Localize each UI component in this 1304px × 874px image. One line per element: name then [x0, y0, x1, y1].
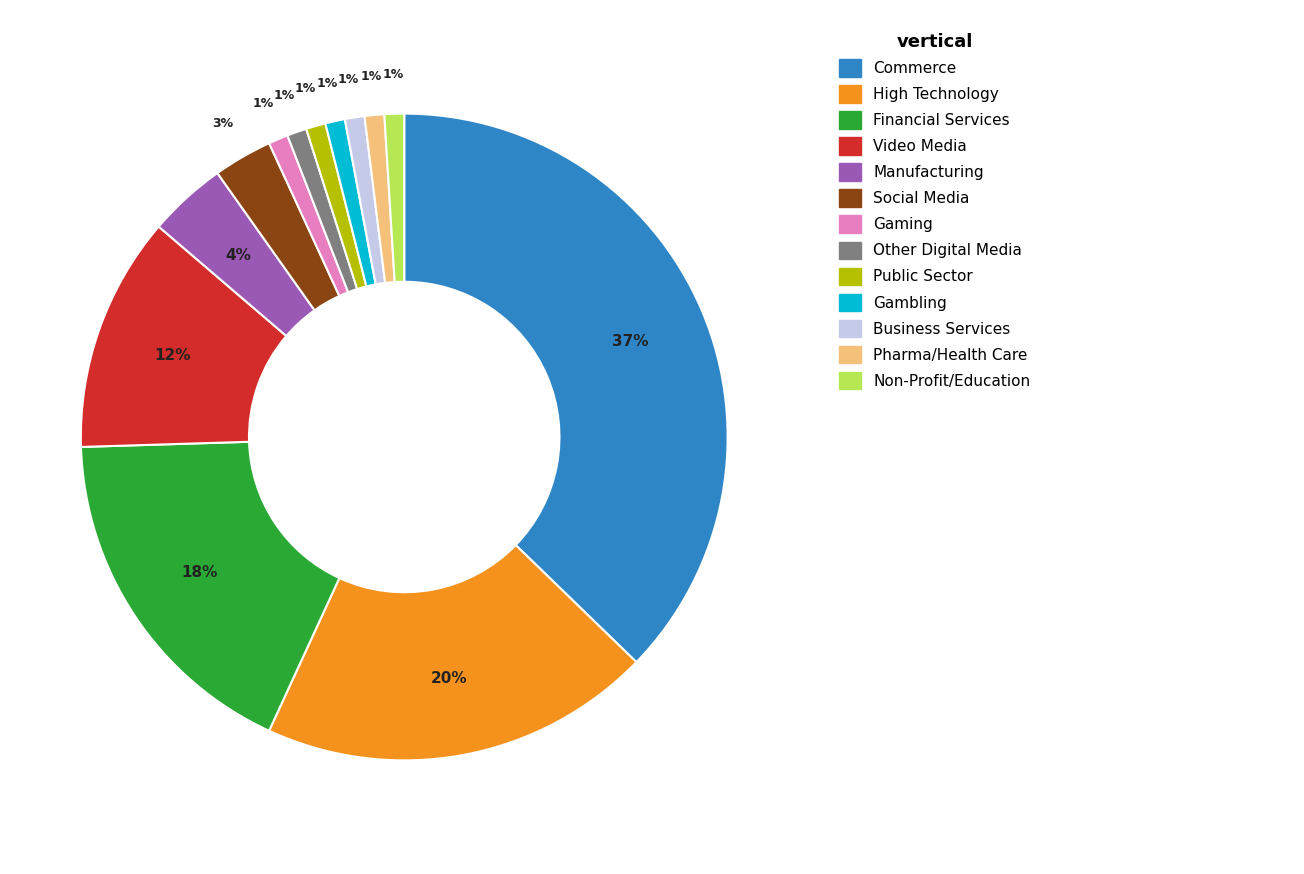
Wedge shape — [218, 143, 339, 310]
Text: 1%: 1% — [274, 89, 295, 102]
Text: 37%: 37% — [613, 334, 649, 349]
Text: 1%: 1% — [253, 97, 274, 110]
Wedge shape — [287, 128, 357, 292]
Text: 1%: 1% — [338, 73, 360, 86]
Wedge shape — [326, 119, 376, 287]
Wedge shape — [81, 441, 339, 731]
Text: 12%: 12% — [154, 348, 190, 363]
Wedge shape — [385, 114, 404, 282]
Wedge shape — [269, 545, 636, 760]
Legend: Commerce, High Technology, Financial Services, Video Media, Manufacturing, Socia: Commerce, High Technology, Financial Ser… — [832, 25, 1038, 397]
Wedge shape — [404, 114, 728, 662]
Wedge shape — [269, 135, 348, 296]
Text: 1%: 1% — [316, 77, 338, 90]
Text: 18%: 18% — [181, 565, 218, 580]
Wedge shape — [81, 226, 287, 447]
Text: 3%: 3% — [213, 117, 233, 130]
Wedge shape — [159, 173, 314, 336]
Text: 4%: 4% — [226, 248, 252, 263]
Text: 1%: 1% — [360, 70, 382, 83]
Wedge shape — [344, 116, 385, 284]
Text: 1%: 1% — [295, 82, 316, 95]
Text: 20%: 20% — [432, 671, 468, 686]
Wedge shape — [365, 114, 395, 283]
Wedge shape — [306, 123, 366, 289]
Text: 1%: 1% — [382, 68, 404, 81]
